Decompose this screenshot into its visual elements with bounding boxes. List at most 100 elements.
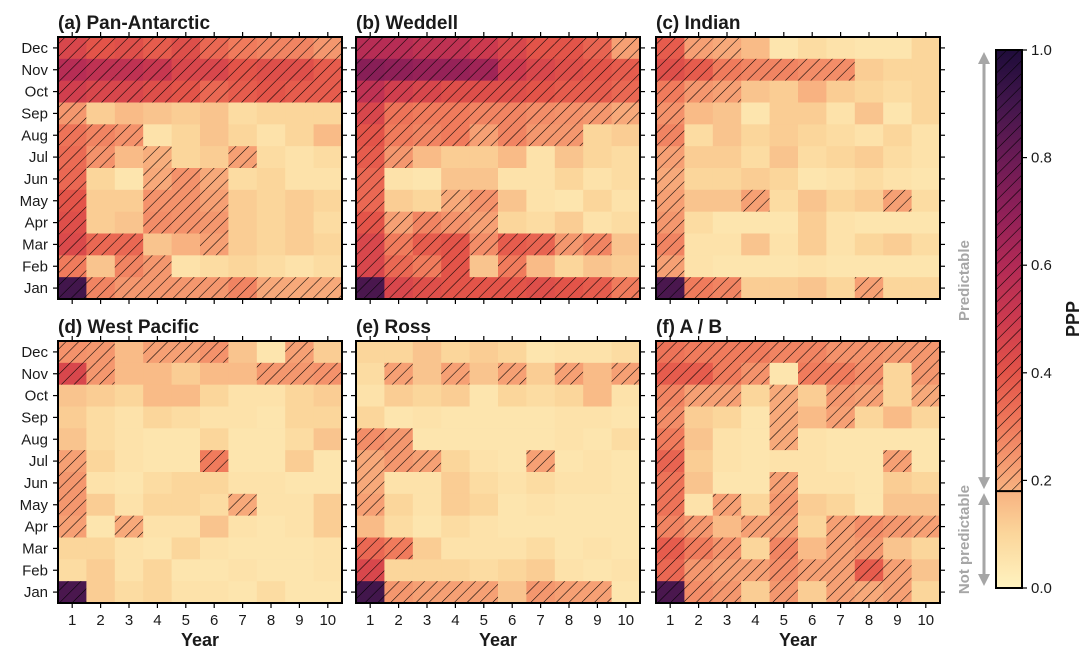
x-tick-label: 6: [808, 612, 816, 629]
hatch-overlay: [356, 58, 385, 81]
hatch-overlay: [86, 58, 115, 81]
heatmap-cell: [583, 537, 612, 560]
hatch-overlay: [469, 58, 498, 81]
heatmap-cell: [854, 124, 884, 147]
heatmap-cell: [412, 362, 442, 386]
heatmap-cell: [798, 277, 827, 300]
heatmap-cell: [741, 277, 770, 300]
heatmap-cell: [526, 428, 556, 451]
heatmap-cell: [611, 537, 641, 560]
heatmap-cell: [171, 559, 201, 582]
heatmap-cell: [854, 102, 884, 125]
hatch-overlay: [769, 559, 798, 582]
hatch-overlay: [58, 58, 87, 81]
hatch-overlay: [58, 255, 87, 278]
y-tick-label: Aug: [21, 431, 48, 448]
panel-title: (e) Ross: [356, 317, 431, 338]
heatmap-cell: [611, 168, 641, 191]
x-tick-label: 10: [917, 612, 934, 629]
y-tick-label: Feb: [22, 562, 48, 579]
x-tick-label: 8: [267, 612, 275, 629]
heatmap-cell: [583, 211, 612, 234]
heatmap-cell: [171, 472, 201, 495]
heatmap-cell: [412, 472, 442, 495]
hatch-overlay: [200, 233, 229, 256]
hatch-overlay: [384, 124, 413, 147]
hatch-overlay: [384, 211, 413, 234]
hatch-overlay: [412, 450, 442, 472]
heatmap-cell: [256, 189, 286, 213]
heatmap-cell: [228, 450, 258, 473]
heatmap-cell: [384, 406, 414, 429]
heatmap-cell: [313, 233, 343, 256]
heatmap-cell: [611, 255, 641, 278]
hatch-overlay: [412, 277, 442, 299]
heatmap-cell: [498, 537, 527, 560]
heatmap-cell: [285, 146, 314, 169]
hatch-overlay: [441, 58, 470, 81]
hatch-overlay: [256, 277, 286, 299]
hatch-overlay: [656, 146, 685, 168]
hatch-overlay: [228, 37, 257, 59]
heatmap-cell: [256, 233, 286, 256]
hatch-overlay: [469, 124, 498, 147]
heatmap-cell: [741, 384, 770, 407]
hatch-overlay: [911, 515, 940, 538]
heatmap-cell: [171, 362, 201, 386]
heatmap-cell: [712, 102, 742, 125]
heatmap-cell: [58, 384, 87, 407]
hatch-overlay: [611, 58, 640, 81]
heatmap-cell: [384, 168, 414, 191]
x-tick-label: 4: [153, 612, 161, 629]
x-tick-label: 5: [780, 612, 788, 629]
heatmap-cell: [171, 581, 201, 604]
heatmap-cell: [712, 450, 742, 473]
heatmap-cell: [256, 450, 286, 473]
hatch-overlay: [741, 515, 770, 538]
y-tick-label: Oct: [25, 84, 49, 101]
heatmap-cell: [769, 362, 799, 386]
heatmap-cell: [412, 537, 442, 560]
heatmap-cell: [526, 189, 556, 213]
y-tick-label: Jan: [24, 280, 48, 297]
heatmap-cell: [883, 493, 912, 517]
heatmap-cell: [285, 211, 314, 234]
hatch-overlay: [684, 581, 713, 603]
heatmap-cell: [200, 146, 229, 169]
hatch-overlay: [498, 102, 527, 125]
y-tick-label: Feb: [22, 258, 48, 275]
heatmap-cell: [356, 384, 385, 407]
heatmap-cell: [741, 102, 770, 125]
hatch-overlay: [554, 124, 584, 147]
hatch-overlay: [356, 255, 385, 278]
heatmap-cell: [583, 406, 612, 429]
heatmap-cell: [854, 211, 884, 234]
heatmap-cell: [86, 102, 116, 125]
heatmap-cell: [285, 406, 314, 429]
hatch-overlay: [554, 277, 584, 299]
heatmap-cell: [741, 581, 770, 604]
hatch-overlay: [228, 146, 257, 168]
heatmap-cell: [769, 102, 799, 125]
x-tick-label: 9: [893, 612, 901, 629]
hatch-overlay: [441, 581, 470, 603]
heatmap-cell: [712, 168, 742, 191]
heatmap-cell: [712, 211, 742, 234]
heatmap-cell: [554, 472, 584, 495]
heatmap-cell: [256, 124, 286, 147]
heatmap-cell: [114, 341, 144, 364]
heatmap-cell: [741, 428, 770, 451]
hatch-overlay: [526, 277, 555, 299]
hatch-overlay: [171, 80, 200, 103]
hatch-overlay: [412, 581, 442, 603]
hatch-overlay: [656, 233, 685, 256]
hatch-overlay: [285, 58, 314, 81]
heatmap-cell: [498, 168, 527, 191]
heatmap-cell: [826, 80, 856, 103]
hatch-overlay: [684, 80, 713, 103]
heatmap-cell: [911, 493, 941, 517]
heatmap-cell: [526, 559, 556, 582]
hatch-overlay: [684, 37, 713, 59]
heatmap-cell: [384, 559, 414, 582]
